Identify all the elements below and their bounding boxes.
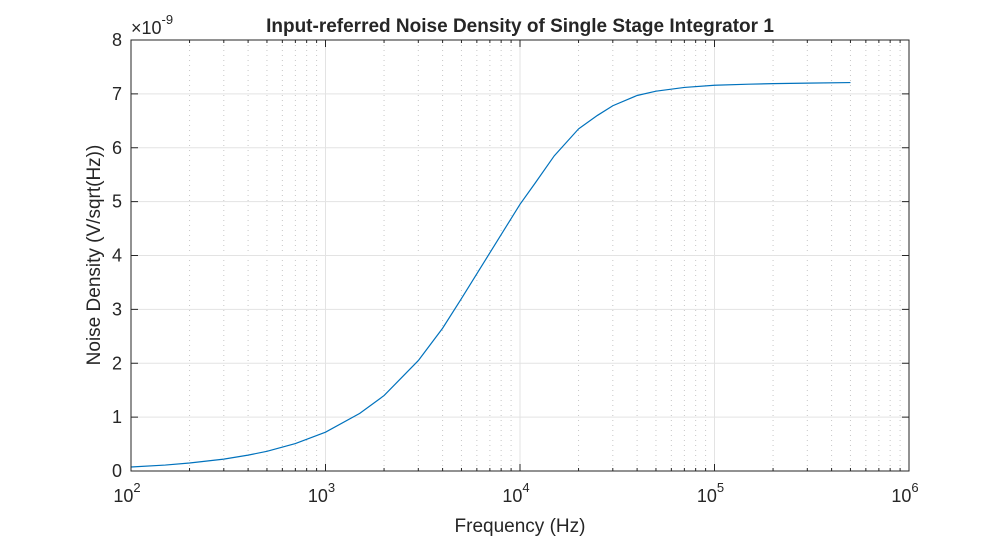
y-tick-label: 8 xyxy=(112,30,122,50)
x-tick-label-power: 2 xyxy=(133,480,140,495)
x-tick-label-base: 10 xyxy=(697,486,717,506)
x-tick-label: 104 xyxy=(502,480,529,506)
x-tick-label-base: 10 xyxy=(113,486,133,506)
x-tick-label-power: 6 xyxy=(911,480,918,495)
y-tick-label: 4 xyxy=(112,246,122,266)
x-tick-label: 105 xyxy=(697,480,724,506)
tick-layer xyxy=(130,39,910,472)
y-axis-exponent: ×10-9 xyxy=(131,12,173,38)
chart-title: Input-referred Noise Density of Single S… xyxy=(266,16,774,37)
x-tick-label: 103 xyxy=(308,480,335,506)
y-tick-label: 6 xyxy=(112,138,122,158)
y-axis-exponent-base: ×10 xyxy=(131,18,162,38)
y-tick-label: 5 xyxy=(112,192,122,212)
x-tick-label-power: 5 xyxy=(717,480,724,495)
y-tick-label: 7 xyxy=(112,84,122,104)
x-tick-label: 102 xyxy=(113,480,140,506)
x-tick-label-power: 4 xyxy=(522,480,529,495)
series-layer xyxy=(130,81,851,468)
x-tick-label-base: 10 xyxy=(502,486,522,506)
x-tick-label: 106 xyxy=(891,480,918,506)
x-tick-label-base: 10 xyxy=(891,486,911,506)
noise-density-series-line xyxy=(130,81,851,468)
y-tick-label: 2 xyxy=(112,353,122,373)
y-tick-label: 0 xyxy=(112,461,122,481)
y-tick-label: 1 xyxy=(112,407,122,427)
x-tick-label-base: 10 xyxy=(308,486,328,506)
y-axis-exponent-power: -9 xyxy=(162,12,174,27)
x-tick-label-power: 3 xyxy=(328,480,335,495)
x-axis-label: Frequency (Hz) xyxy=(455,516,586,537)
y-tick-label: 3 xyxy=(112,299,122,319)
y-axis-label: Noise Density (V/sqrt(Hz)) xyxy=(84,145,105,366)
